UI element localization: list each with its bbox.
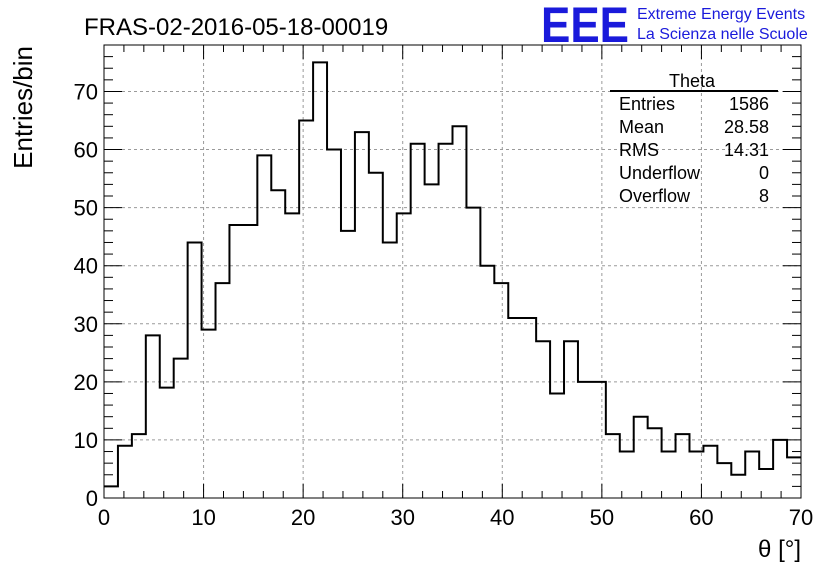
- x-tick-label: 50: [590, 505, 614, 530]
- x-tick-label: 40: [490, 505, 514, 530]
- x-axis-label: θ [°]: [758, 536, 801, 563]
- stats-row-label: Mean: [619, 117, 664, 137]
- x-tick-label: 20: [291, 505, 315, 530]
- stats-row-value: 0: [759, 163, 769, 183]
- x-tick-label: 30: [390, 505, 414, 530]
- eee-logo: EEE Extreme Energy Events La Scienza nel…: [541, 0, 808, 53]
- stats-row-value: 8: [759, 186, 769, 206]
- x-tick-label: 60: [689, 505, 713, 530]
- stats-box: Theta Entries 1586 Mean 28.58 RMS 14.31 Underf…: [610, 71, 778, 206]
- stats-row-label: Entries: [619, 94, 675, 114]
- y-tick-label: 10: [74, 428, 98, 453]
- stats-rows: Entries 1586 Mean 28.58 RMS 14.31 Underflow 0 Ov…: [619, 94, 769, 206]
- stats-row-label: RMS: [619, 140, 659, 160]
- logo-mark: EEE: [541, 0, 629, 53]
- logo-line-1: Extreme Energy Events: [637, 6, 805, 23]
- x-axis-ticks: 0 10 20 30 40 50 60 70: [98, 45, 813, 530]
- y-tick-label: 50: [74, 196, 98, 221]
- stats-row-value: 14.31: [724, 140, 769, 160]
- y-tick-label: 60: [74, 138, 98, 163]
- stats-row-label: Underflow: [619, 163, 701, 183]
- stats-row-value: 1586: [729, 94, 769, 114]
- histogram-series: [104, 61, 801, 488]
- stats-title: Theta: [669, 71, 716, 91]
- y-tick-label: 30: [74, 312, 98, 337]
- y-axis-label: Entries/bin: [8, 46, 38, 169]
- y-tick-label: 70: [74, 79, 98, 104]
- y-axis-ticks: 0 10 20 30 40 50 60 70: [74, 44, 801, 511]
- stats-row-value: 28.58: [724, 117, 769, 137]
- y-tick-label: 40: [74, 254, 98, 279]
- stats-row-label: Overflow: [619, 186, 691, 206]
- chart-title: FRAS-02-2016-05-18-00019: [84, 14, 388, 41]
- x-tick-label: 70: [789, 505, 813, 530]
- logo-line-2: La Scienza nelle Scuole: [637, 26, 808, 43]
- y-tick-label: 20: [74, 370, 98, 395]
- x-tick-label: 10: [191, 505, 215, 530]
- x-tick-label: 0: [98, 505, 110, 530]
- plot-frame: [103, 44, 802, 499]
- y-tick-label: 0: [86, 486, 98, 511]
- grid-lines: [104, 45, 801, 498]
